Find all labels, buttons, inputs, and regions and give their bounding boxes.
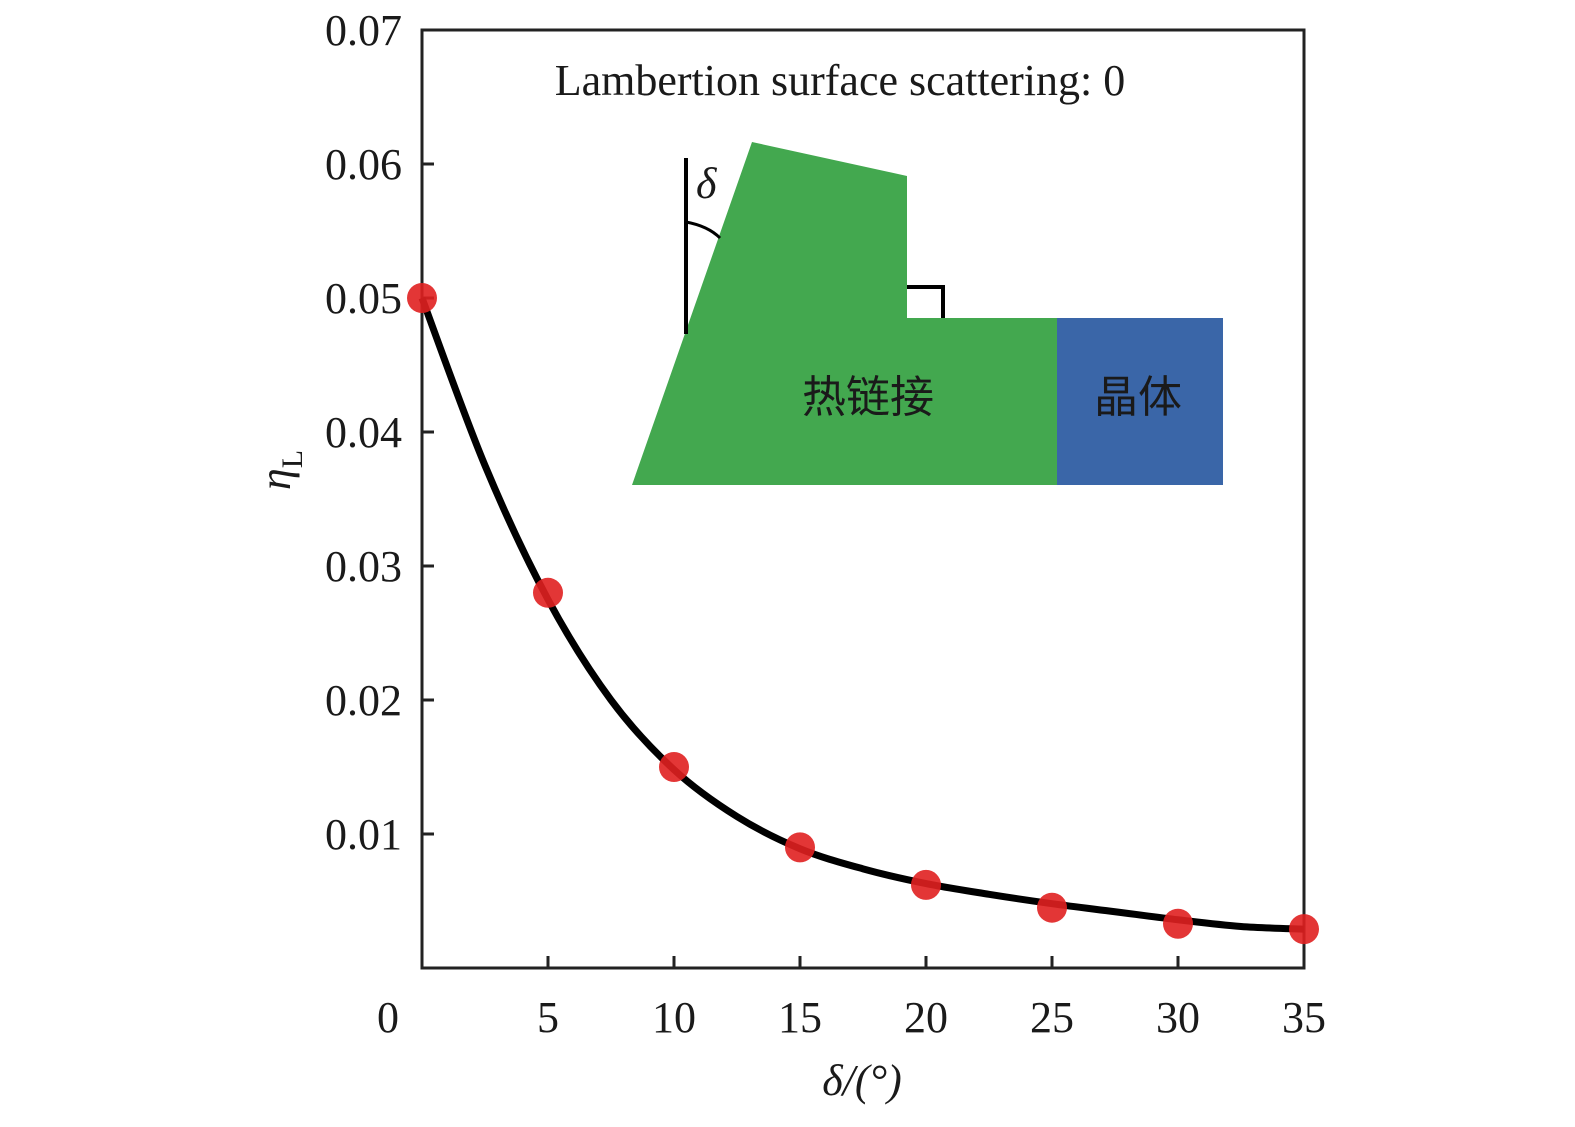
angle-symbol-label: δ <box>696 159 718 208</box>
x-tick-label: 0 <box>377 993 399 1042</box>
y-tick-label: 0.07 <box>325 6 402 55</box>
y-tick-label: 0.02 <box>325 676 402 725</box>
y-tick-label: 0.06 <box>325 140 402 189</box>
y-axis: 0.01 0.02 0.03 0.04 0.05 0.06 0.07 <box>325 6 434 859</box>
x-axis: 0 5 10 15 20 25 30 35 <box>377 956 1326 1042</box>
y-tick-label: 0.01 <box>325 810 402 859</box>
x-tick-label: 10 <box>652 993 696 1042</box>
y-tick-label: 0.03 <box>325 542 402 591</box>
data-point <box>1289 914 1319 945</box>
x-tick-label: 5 <box>537 993 559 1042</box>
x-tick-label: 25 <box>1030 993 1074 1042</box>
angle-arc <box>685 220 722 240</box>
x-axis-title: δ/(°) <box>822 1056 902 1105</box>
crystal-label: 晶体 <box>1094 372 1182 423</box>
y-axis-title-subscript: L <box>276 450 309 468</box>
data-points-layer <box>407 283 1319 945</box>
crystal-block <box>1057 318 1223 485</box>
chart-annotation: Lambertion surface scattering: 0 <box>555 56 1126 105</box>
y-axis-title-symbol: η <box>251 468 300 490</box>
data-point <box>533 577 563 608</box>
data-point <box>785 832 815 863</box>
y-axis-title: ηL <box>251 450 309 490</box>
right-angle-marker <box>907 285 945 318</box>
x-tick-label: 20 <box>904 993 948 1042</box>
plot-frame <box>420 28 1306 970</box>
hot-link-label: 热链接 <box>802 372 934 423</box>
data-point <box>1037 892 1067 923</box>
x-tick-label: 15 <box>778 993 822 1042</box>
x-tick-label: 35 <box>1282 993 1326 1042</box>
data-point <box>659 752 689 782</box>
data-point <box>407 283 437 313</box>
inset-diagram: δ 热链接 晶体 <box>632 142 1223 485</box>
hot-link-shape <box>632 142 1057 485</box>
data-point <box>1163 908 1193 939</box>
svg-text:ηL: ηL <box>251 450 309 490</box>
data-point <box>911 869 941 900</box>
x-tick-label: 30 <box>1156 993 1200 1042</box>
y-tick-label: 0.04 <box>325 408 402 457</box>
y-tick-label: 0.05 <box>325 274 402 323</box>
